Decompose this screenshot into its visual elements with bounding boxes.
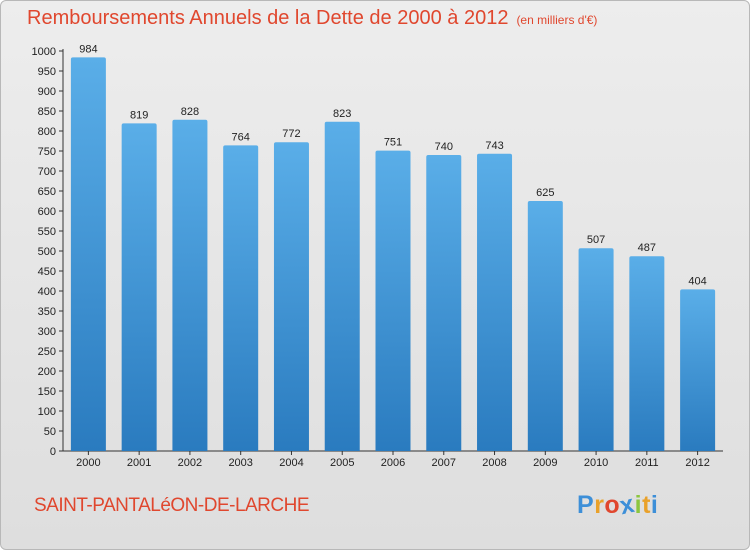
bar [121,123,157,452]
y-tick-label: 400 [38,286,56,298]
y-tick-label: 850 [38,106,56,118]
x-tick-label: 2011 [635,457,659,469]
y-tick-label: 0 [50,446,56,458]
logo-letter: t [642,491,651,519]
bar [680,289,716,451]
bar-value-label: 625 [536,187,554,199]
x-tick-label: 2012 [685,457,709,469]
y-tick-label: 50 [44,426,56,438]
bar-value-label: 828 [181,106,199,118]
chart-bars [70,57,716,452]
x-tick-label: 2010 [584,457,608,469]
y-tick-label: 200 [38,366,56,378]
bar [70,57,106,452]
logo-letter: o [604,491,621,519]
bar-value-label: 764 [232,131,250,143]
y-tick-label: 150 [38,386,56,398]
bar-value-label: 751 [384,137,402,149]
x-tick-label: 2002 [178,457,202,469]
y-tick-label: 350 [38,306,56,318]
bar-value-label: 984 [79,43,97,55]
x-tick-label: 2008 [482,457,506,469]
y-tick-label: 750 [38,146,56,158]
bar [578,248,614,451]
x-tick-label: 2005 [330,457,354,469]
bar [273,142,309,451]
y-tick-label: 100 [38,406,56,418]
chart-title-text: Remboursements Annuels de la Dette de 20… [27,7,509,29]
bar-value-label: 404 [688,275,706,287]
y-tick-label: 950 [38,66,56,78]
bar-value-label: 743 [485,140,503,152]
bar-value-label: 823 [333,108,351,120]
bar [426,155,462,451]
x-tick-label: 2004 [279,457,303,469]
y-tick-label: 900 [38,86,56,98]
bar [375,150,411,451]
y-tick-label: 450 [38,266,56,278]
x-tick-label: 2000 [76,457,100,469]
y-tick-label: 650 [38,186,56,198]
x-tick-label: 2001 [127,457,151,469]
bar [324,121,360,452]
chart-subtitle: (en milliers d'€) [516,13,598,27]
bar-value-label: 487 [638,242,656,254]
bar [477,153,513,452]
y-tick-label: 700 [38,166,56,178]
logo-letter: i [634,491,643,519]
bar-value-label: 819 [130,109,148,121]
x-tick-label: 2006 [381,457,405,469]
x-tick-label: 2003 [228,457,252,469]
bar [629,256,665,451]
logo-letter: r [594,491,605,519]
y-tick-label: 300 [38,326,56,338]
commune-name: SAINT-PANTALéON-DE-LARCHE [34,495,310,516]
y-tick-label: 600 [38,206,56,218]
bar [172,119,208,452]
bar [527,201,563,451]
chart-labels: 984 2000 819 2001 828 2002 764 2003 772 2004 823 20… [76,43,710,469]
y-tick-label: 250 [38,346,56,358]
y-tick-label: 1000 [32,46,56,58]
bar-value-label: 507 [587,234,605,246]
bar-value-label: 740 [435,141,453,153]
y-tick-label: 550 [38,226,56,238]
x-tick-label: 2007 [432,457,456,469]
y-tick-label: 500 [38,246,56,258]
y-tick-label: 800 [38,126,56,138]
logo-letter: i [650,491,659,519]
chart-title: Remboursements Annuels de la Dette de 20… [27,7,597,30]
proxiti-logo: Proxiti [577,490,659,520]
logo-letter: P [577,491,595,519]
x-tick-label: 2009 [533,457,557,469]
bar [223,145,259,451]
bar-value-label: 772 [282,128,300,140]
